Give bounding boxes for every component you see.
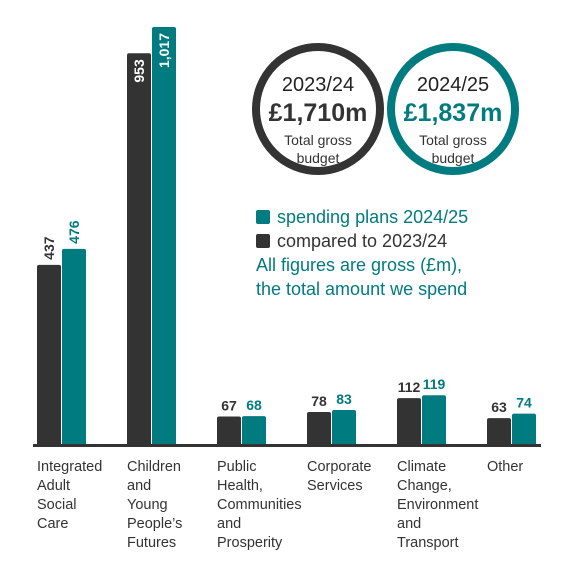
category-label-0: Integrated Adult Social Care <box>37 458 129 534</box>
budget-circle-2024-25: 2024/25 £1,837m Total gross budget <box>387 43 519 175</box>
bar-2024-25-0 <box>62 248 86 446</box>
bar-2024-25-1 <box>152 27 176 446</box>
category-label-line: Health, <box>217 478 263 494</box>
category-label-line: and <box>127 478 152 494</box>
legend-label-2023-24: compared to 2023/24 <box>277 231 448 251</box>
data-label-2024-25-0: 476 <box>66 220 82 244</box>
bar-2023-24-5 <box>487 418 511 446</box>
data-label-2023-24-0: 437 <box>41 236 57 260</box>
bar-2024-25-4 <box>422 395 446 446</box>
category-label-4: Climate Change, Environment and Transport <box>397 458 489 553</box>
data-label-2023-24-3: 78 <box>311 393 327 409</box>
category-label-3: Corporate Services <box>307 458 399 496</box>
category-label-line: and <box>217 516 242 532</box>
category-label-line: Environment <box>397 497 479 513</box>
bar-2024-25-5 <box>512 413 536 446</box>
x-axis-baseline <box>33 444 541 447</box>
category-label-line: Change, <box>397 478 452 494</box>
category-label-line: Climate <box>397 459 447 475</box>
budget-circle-2023-24: 2023/24 £1,710m Total gross budget <box>252 43 384 175</box>
data-label-2024-25-3: 83 <box>336 391 352 407</box>
category-label-line: Social <box>37 497 77 513</box>
category-label-line: Services <box>307 478 363 494</box>
budget-caption: Total gross budget <box>284 132 352 166</box>
category-label-line: Care <box>37 516 69 532</box>
category-label-1: Children and Young People’s Futures <box>127 458 219 553</box>
data-label-2023-24-4: 112 <box>398 379 421 395</box>
data-label-2023-24-5: 63 <box>491 399 507 415</box>
category-label-line: People’s <box>127 516 183 532</box>
bar-2023-24-2 <box>217 416 241 446</box>
data-label-2024-25-5: 74 <box>516 395 532 411</box>
category-label-line: Prosperity <box>217 535 283 551</box>
budget-amount: £1,837m <box>403 99 503 127</box>
legend-item-2023-24: compared to 2023/24 <box>256 229 468 253</box>
category-label-5: Other <box>487 458 571 477</box>
legend: spending plans 2024/25 compared to 2023/… <box>256 205 468 301</box>
category-label-line: Other <box>487 459 524 475</box>
category-label-2: Public Health, Communities and Prosperity <box>217 458 309 553</box>
category-label-line: and <box>397 516 422 532</box>
bar-2023-24-1 <box>127 53 151 447</box>
legend-label-2024-25: spending plans 2024/25 <box>277 207 469 227</box>
category-label-line: Communities <box>217 497 302 513</box>
category-label-line: Public <box>217 459 257 475</box>
teal-swatch <box>256 210 270 224</box>
category-label-line: Integrated <box>37 459 103 475</box>
budget-caption: Total gross budget <box>419 132 487 166</box>
bar-2023-24-4 <box>397 398 421 446</box>
category-label-line: Young <box>127 497 168 513</box>
category-label-line: Transport <box>397 535 459 551</box>
bar-2024-25-2 <box>242 416 266 446</box>
data-label-2024-25-2: 68 <box>246 397 262 413</box>
note-line-2: the total amount we spend <box>256 279 468 299</box>
dark-swatch <box>256 234 270 248</box>
budget-year: 2023/24 <box>281 74 355 96</box>
budget-amount: £1,710m <box>268 99 368 127</box>
data-label-2023-24-1: 953 <box>131 59 147 83</box>
category-label-line: Corporate <box>307 459 372 475</box>
data-label-2024-25-4: 119 <box>423 376 446 392</box>
data-label-2024-25-1: 1,017 <box>156 33 172 68</box>
bar-2024-25-3 <box>332 409 356 446</box>
legend-item-2024-25: spending plans 2024/25 <box>256 205 468 229</box>
category-label-line: Children <box>127 459 181 475</box>
category-label-line: Adult <box>37 478 71 494</box>
bar-2023-24-0 <box>37 264 61 446</box>
bar-2023-24-3 <box>307 412 331 446</box>
category-label-line: Futures <box>127 535 177 551</box>
budget-year: 2024/25 <box>416 74 490 96</box>
note-line-1: All figures are gross (£m), <box>256 255 463 275</box>
data-label-2023-24-2: 67 <box>221 398 237 414</box>
